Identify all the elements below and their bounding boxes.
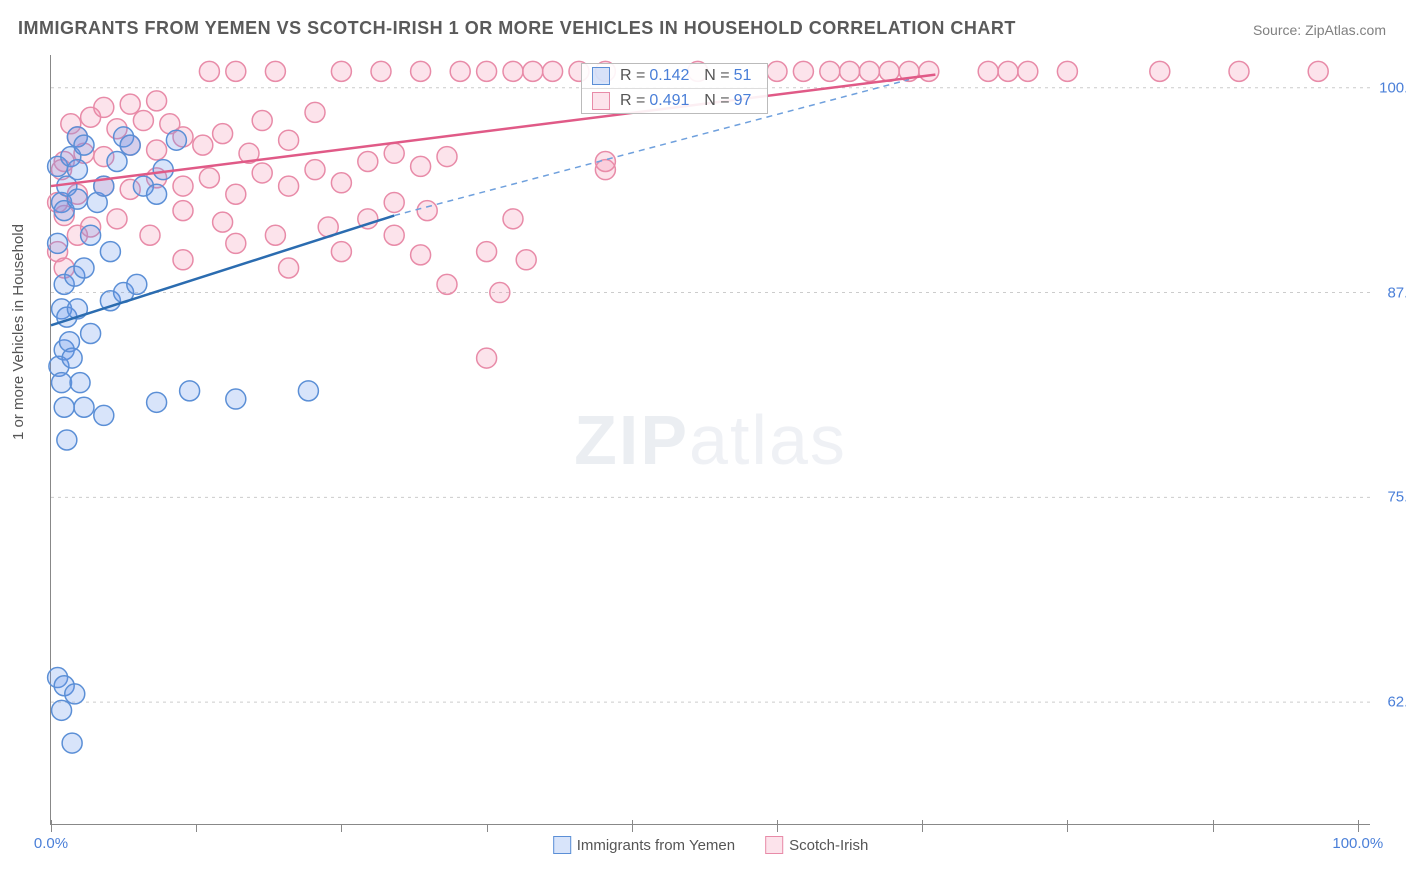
stats-row-scotch: R = 0.491 N = 97 xyxy=(582,88,767,113)
source-label: Source: xyxy=(1253,22,1301,38)
r-label: R = xyxy=(620,67,645,85)
y-tick-label: 75.0% xyxy=(1375,489,1406,506)
stats-legend: R = 0.142 N = 51 R = 0.491 N = 97 xyxy=(581,63,768,114)
r-label: R = xyxy=(620,92,645,110)
source-attribution: Source: ZipAtlas.com xyxy=(1253,22,1386,38)
chart-plot-area: ZIPatlas 62.5%75.0%87.5%100.0% 0.0%100.0… xyxy=(50,55,1370,825)
legend-label-yemen: Immigrants from Yemen xyxy=(577,837,735,854)
y-tick-label: 100.0% xyxy=(1375,79,1406,96)
scatter-svg xyxy=(51,55,1370,824)
n-value-yemen: 51 xyxy=(734,67,752,85)
legend-swatch-yemen xyxy=(553,836,571,854)
legend: Immigrants from Yemen Scotch-Irish xyxy=(553,836,869,854)
r-value-scotch: 0.491 xyxy=(649,92,689,110)
n-label: N = xyxy=(704,92,729,110)
x-tick xyxy=(196,824,197,832)
legend-item-scotch: Scotch-Irish xyxy=(765,836,868,854)
x-tick xyxy=(1213,820,1214,832)
x-tick xyxy=(51,820,52,832)
swatch-scotch xyxy=(592,92,610,110)
legend-item-yemen: Immigrants from Yemen xyxy=(553,836,735,854)
y-tick-label: 87.5% xyxy=(1375,284,1406,301)
chart-title: IMMIGRANTS FROM YEMEN VS SCOTCH-IRISH 1 … xyxy=(18,18,1016,39)
legend-swatch-scotch xyxy=(765,836,783,854)
r-value-yemen: 0.142 xyxy=(649,67,689,85)
x-tick xyxy=(487,824,488,832)
n-value-scotch: 97 xyxy=(734,92,752,110)
x-tick xyxy=(922,820,923,832)
x-tick xyxy=(632,820,633,832)
y-axis-label: 1 or more Vehicles in Household xyxy=(10,224,27,440)
source-name: ZipAtlas.com xyxy=(1305,22,1386,38)
x-tick xyxy=(341,824,342,832)
x-tick-label: 0.0% xyxy=(34,835,68,852)
x-tick xyxy=(1067,820,1068,832)
stats-row-yemen: R = 0.142 N = 51 xyxy=(582,64,767,88)
legend-label-scotch: Scotch-Irish xyxy=(789,837,868,854)
x-tick xyxy=(777,820,778,832)
x-tick xyxy=(1358,820,1359,832)
y-tick-label: 62.5% xyxy=(1375,694,1406,711)
swatch-yemen xyxy=(592,67,610,85)
n-label: N = xyxy=(704,67,729,85)
x-tick-label: 100.0% xyxy=(1332,835,1383,852)
